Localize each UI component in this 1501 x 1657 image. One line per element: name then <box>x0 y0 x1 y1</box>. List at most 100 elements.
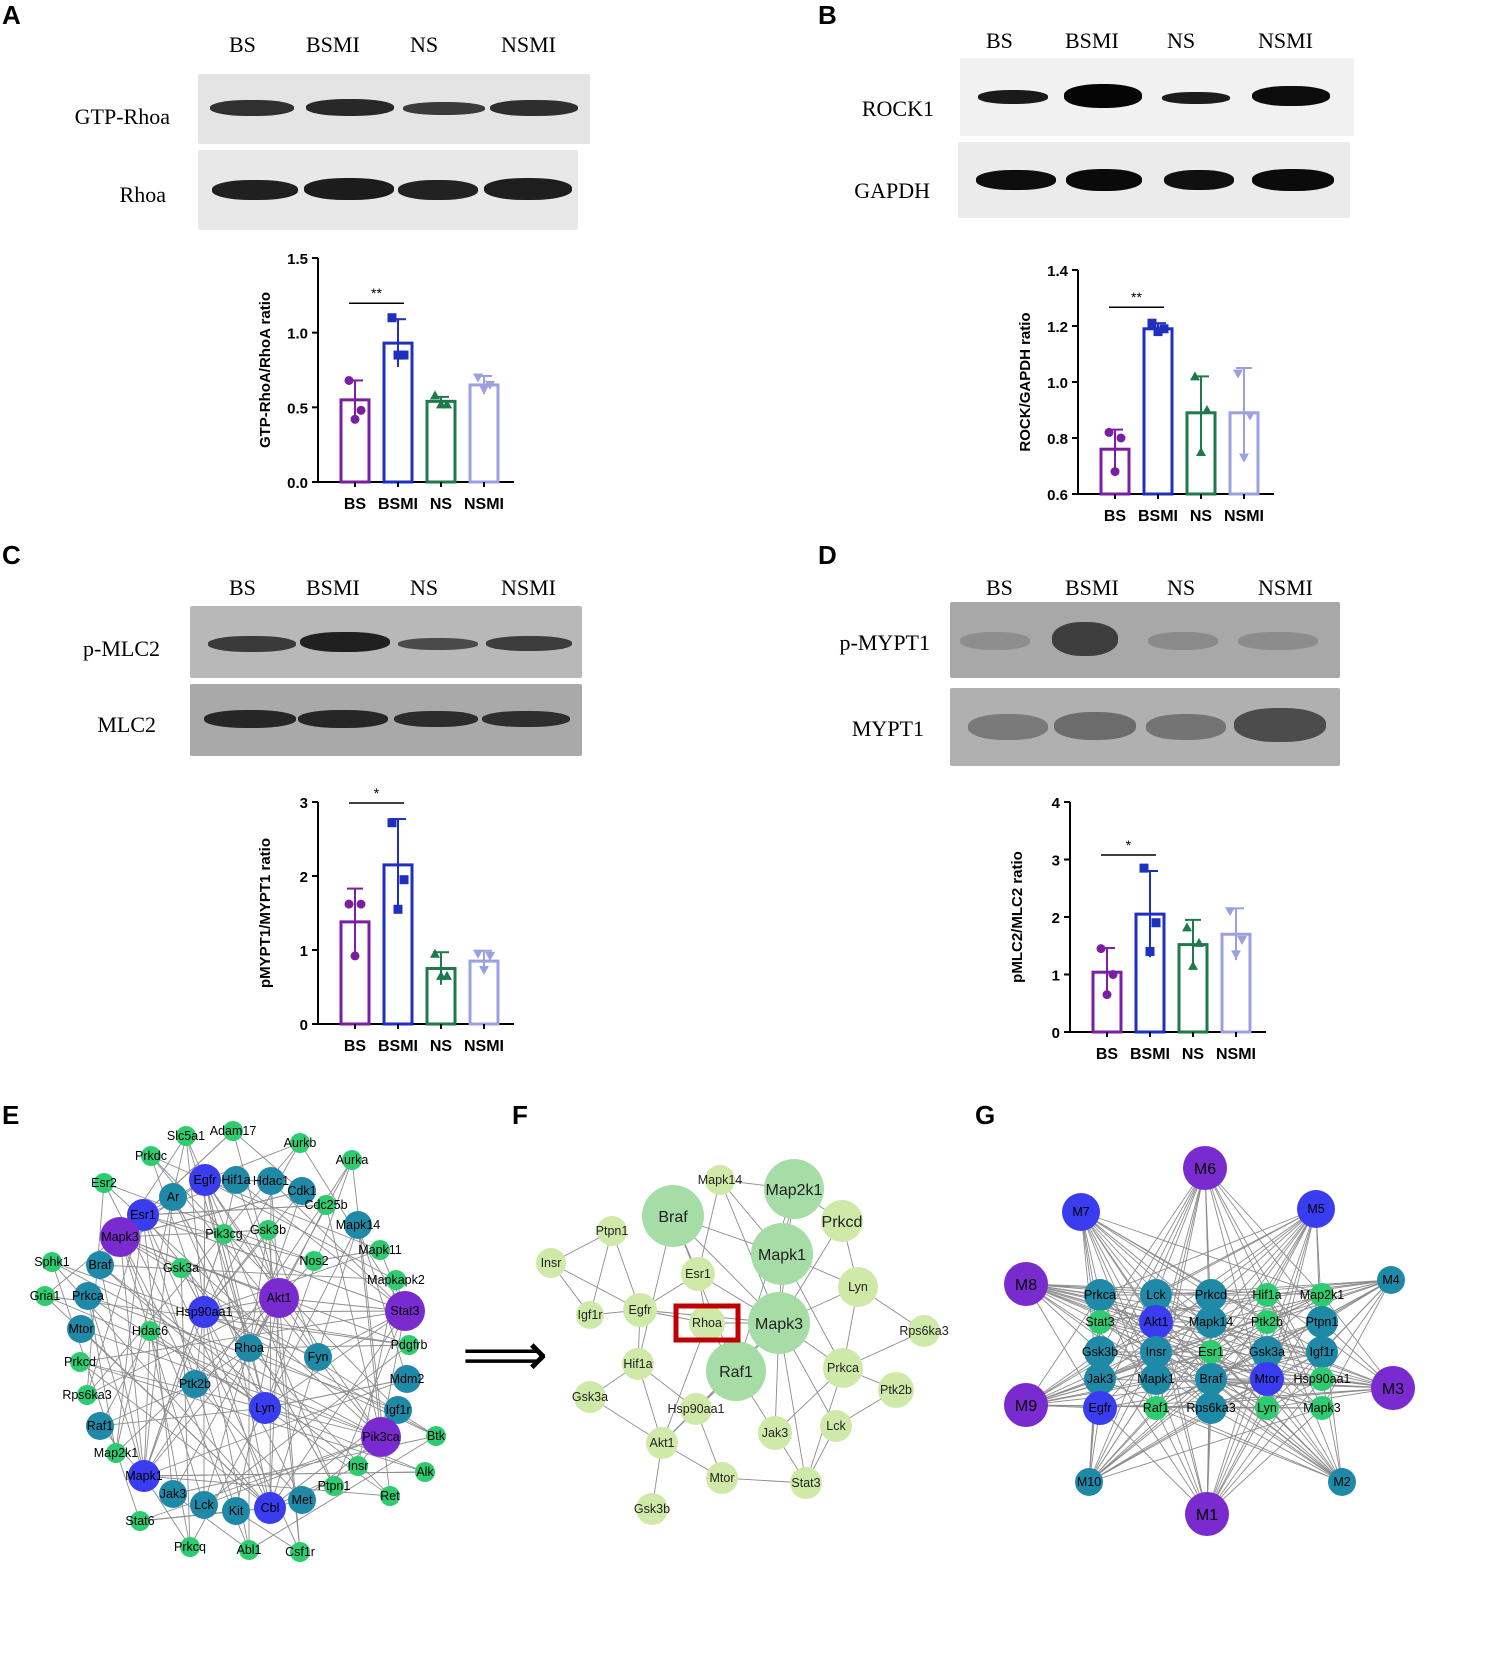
network-edge <box>697 1179 721 1275</box>
data-point <box>1233 369 1243 379</box>
panel-letter-d: D <box>818 540 837 570</box>
network-edge <box>1155 1208 1317 1296</box>
network-node-label: Gsk3a <box>163 1261 199 1275</box>
data-point <box>344 899 354 909</box>
network-edge <box>204 1179 271 1509</box>
y-tick-label: 1 <box>300 943 308 960</box>
lane-label: NSMI <box>1258 28 1314 53</box>
network-edge <box>1210 1351 1268 1409</box>
lane-label: NSMI <box>1258 575 1314 600</box>
data-point <box>479 385 489 395</box>
data-point <box>1196 447 1206 456</box>
network-edge <box>143 1471 426 1477</box>
network-edge <box>639 1273 699 1311</box>
network-node-label: Csf1r <box>285 1545 315 1559</box>
network-edge <box>172 1297 280 1495</box>
network-node <box>1195 1363 1227 1395</box>
network-node-label: M5 <box>1307 1202 1324 1216</box>
network-node-label: Egfr <box>1089 1401 1112 1415</box>
network-edge <box>87 1295 399 1411</box>
network-edge <box>1266 1279 1392 1323</box>
network-edge <box>1155 1279 1392 1409</box>
blot-band <box>403 102 485 115</box>
x-tick-label: BSMI <box>378 496 418 513</box>
network-edge <box>203 1311 437 1437</box>
network-edge <box>143 1311 205 1477</box>
network-edge <box>270 1180 406 1312</box>
network-edge <box>1088 1378 1212 1483</box>
network-edge <box>333 1310 406 1487</box>
data-point <box>485 380 495 390</box>
network-node <box>380 1486 400 1506</box>
blot-band <box>960 632 1030 650</box>
network-node-label: Rhoa <box>234 1341 264 1355</box>
network-edge <box>351 1159 391 1497</box>
highlight-box <box>673 1303 741 1343</box>
network-edge <box>1099 1294 1212 1380</box>
network-node <box>316 1195 336 1215</box>
network-edge <box>150 1155 382 1438</box>
network-node <box>393 1365 421 1393</box>
network-edge <box>1088 1351 1323 1483</box>
network-node-label: Esr1 <box>130 1208 156 1222</box>
network-node-label: Rps6ka3 <box>1186 1401 1235 1415</box>
network-edge <box>79 1361 271 1509</box>
network-edge <box>1204 1167 1212 1323</box>
network-edge <box>1155 1167 1206 1380</box>
network-node <box>127 1199 159 1231</box>
network-edge <box>248 1347 391 1497</box>
network-edge <box>1210 1279 1392 1323</box>
y-tick-label: 1 <box>1052 968 1060 985</box>
x-tick-label: NSMI <box>464 496 504 513</box>
network-node <box>623 1293 657 1327</box>
network-edge <box>793 1188 843 1222</box>
y-tick-label: 1.0 <box>287 326 308 343</box>
lane-label: BS <box>229 32 256 57</box>
network-e-edges <box>44 1130 437 1553</box>
data-point <box>1151 918 1161 928</box>
network-edge <box>1266 1378 1343 1483</box>
x-tick-label: BS <box>1096 1046 1119 1063</box>
network-node <box>536 1248 566 1278</box>
network-node <box>689 1305 725 1341</box>
network-edge <box>142 1214 237 1512</box>
network-edge <box>1099 1378 1268 1409</box>
network-edge <box>119 1214 144 1238</box>
lane-label: NS <box>410 32 439 57</box>
lane-label: NS <box>1167 575 1196 600</box>
network-edge <box>204 1179 381 1251</box>
network-node <box>1183 1146 1227 1190</box>
panel-letter-a: A <box>2 0 21 30</box>
network-node <box>222 1166 250 1194</box>
network-edge <box>1266 1208 1317 1296</box>
network-edge <box>637 1309 641 1365</box>
network-edge <box>1080 1211 1157 1409</box>
network-edge <box>99 1264 359 1467</box>
network-edge <box>781 1188 795 1255</box>
data-point <box>350 414 360 424</box>
network-edge <box>1266 1279 1392 1409</box>
lane-label: NSMI <box>501 32 557 57</box>
network-edge <box>1204 1167 1323 1296</box>
lane-label: NS <box>1167 28 1196 53</box>
data-point <box>436 399 446 409</box>
network-node-label: Raf1 <box>87 1419 113 1433</box>
network-edge <box>1266 1208 1317 1380</box>
network-edge <box>269 1310 406 1509</box>
network-node-label: Gria1 <box>30 1289 61 1303</box>
network-edge <box>611 1230 641 1311</box>
network-edge <box>1025 1294 1212 1406</box>
x-tick-label: BS <box>1104 508 1127 525</box>
network-f-edges <box>550 1179 925 1510</box>
y-tick-label: 3 <box>1052 853 1060 870</box>
network-node <box>257 1167 285 1195</box>
network-edge <box>264 1378 408 1409</box>
significance-label: * <box>374 785 380 801</box>
network-edge <box>1204 1167 1268 1409</box>
network-node-label: Hsp90aa1 <box>176 1305 233 1319</box>
network-edge <box>1099 1294 1323 1409</box>
network-node <box>751 1223 813 1285</box>
network-node-label: Hdac1 <box>253 1174 289 1188</box>
data-point <box>1225 907 1235 917</box>
network-edge <box>139 1436 382 1522</box>
